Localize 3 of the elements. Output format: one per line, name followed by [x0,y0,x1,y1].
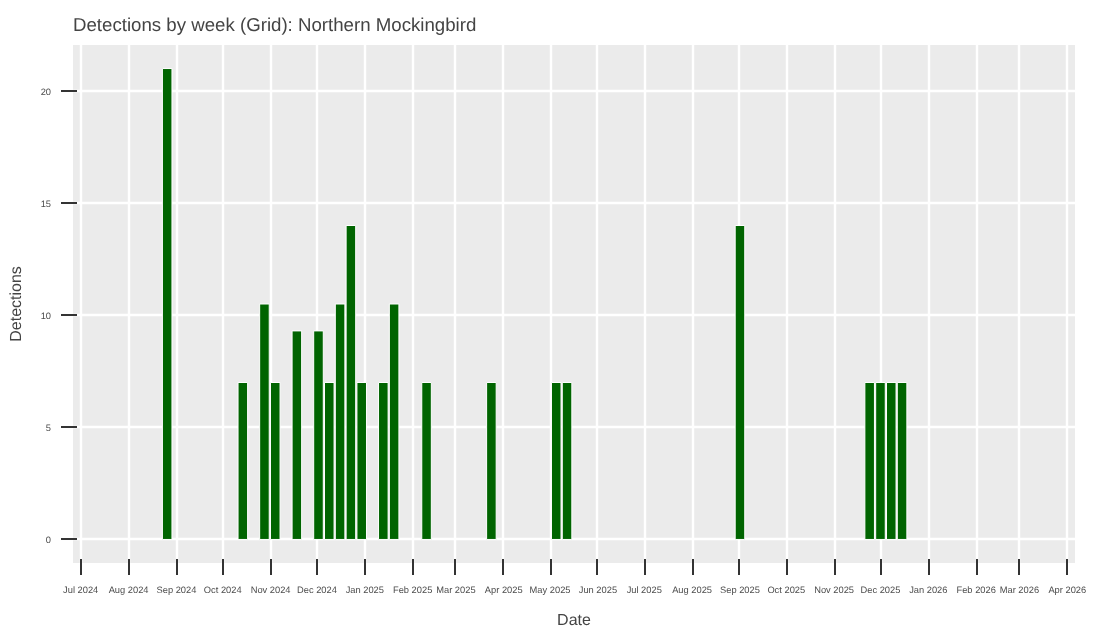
chart-title: Detections by week (Grid): Northern Mockingbird [73,15,477,35]
x-axis-title: Date [557,611,592,629]
y-axis-title: Detections [6,266,25,342]
